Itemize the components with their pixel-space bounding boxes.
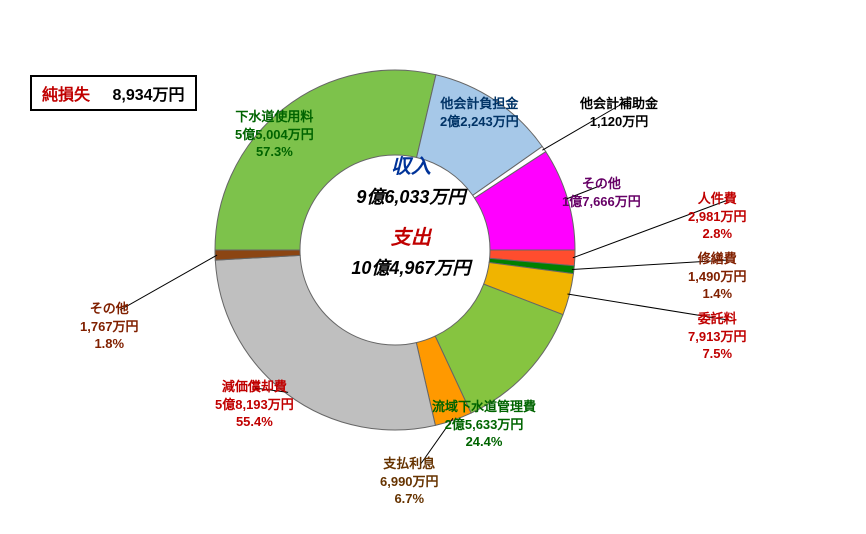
callout-title: 他会計補助金 xyxy=(580,95,658,113)
callout-pct: 2.8% xyxy=(688,225,747,243)
expense-callout: 委託料7,913万円7.5% xyxy=(688,310,747,363)
callout-title: その他 xyxy=(80,300,139,318)
callout-title: 減価償却費 xyxy=(215,378,294,396)
callout-amount: 2,981万円 xyxy=(688,208,747,226)
callout-amount: 2億5,633万円 xyxy=(432,416,536,434)
callout-pct: 1.4% xyxy=(688,285,747,303)
callout-pct: 55.4% xyxy=(215,413,294,431)
callout-amount: 1,120万円 xyxy=(580,113,658,131)
revenue-callout: 他会計負担金2億2,243万円 xyxy=(440,95,519,130)
callout-amount: 5億5,004万円 xyxy=(235,126,314,144)
callout-title: 流域下水道管理費 xyxy=(432,398,536,416)
expense-callout: 流域下水道管理費2億5,633万円24.4% xyxy=(432,398,536,451)
callout-title: 下水道使用料 xyxy=(235,108,314,126)
callout-title: 他会計負担金 xyxy=(440,95,519,113)
revenue-label: 収入 xyxy=(311,150,511,179)
callout-title: 委託料 xyxy=(688,310,747,328)
callout-pct: 1.8% xyxy=(80,335,139,353)
center-text: 収入 9億6,033万円 支出 10億4,967万円 xyxy=(311,150,511,280)
callout-pct: 57.3% xyxy=(235,143,314,161)
expense-callout: 人件費2,981万円2.8% xyxy=(688,190,747,243)
callout-amount: 5億8,193万円 xyxy=(215,396,294,414)
callout-amount: 1,490万円 xyxy=(688,268,747,286)
callout-title: 修繕費 xyxy=(688,250,747,268)
revenue-callout: 下水道使用料5億5,004万円57.3% xyxy=(235,108,314,161)
expense-callout: 修繕費1,490万円1.4% xyxy=(688,250,747,303)
callout-amount: 2億2,243万円 xyxy=(440,113,519,131)
callout-title: 人件費 xyxy=(688,190,747,208)
callout-title: 支払利息 xyxy=(380,455,439,473)
callout-amount: 7,913万円 xyxy=(688,328,747,346)
callout-title: その他 xyxy=(562,175,641,193)
expense-callout: その他1,767万円1.8% xyxy=(80,300,139,353)
expense-callout: 支払利息6,990万円6.7% xyxy=(380,455,439,508)
callout-pct: 6.7% xyxy=(380,490,439,508)
revenue-value: 9億6,033万円 xyxy=(311,183,511,209)
callout-amount: 1,767万円 xyxy=(80,318,139,336)
expense-label: 支出 xyxy=(311,221,511,250)
callout-pct: 7.5% xyxy=(688,345,747,363)
callout-pct: 24.4% xyxy=(432,433,536,451)
expense-value: 10億4,967万円 xyxy=(311,254,511,280)
revenue-callout: 他会計補助金1,120万円 xyxy=(580,95,658,130)
expense-callout: 減価償却費5億8,193万円55.4% xyxy=(215,378,294,431)
callout-amount: 6,990万円 xyxy=(380,473,439,491)
revenue-callout: その他1億7,666万円 xyxy=(562,175,641,210)
callout-amount: 1億7,666万円 xyxy=(562,193,641,211)
